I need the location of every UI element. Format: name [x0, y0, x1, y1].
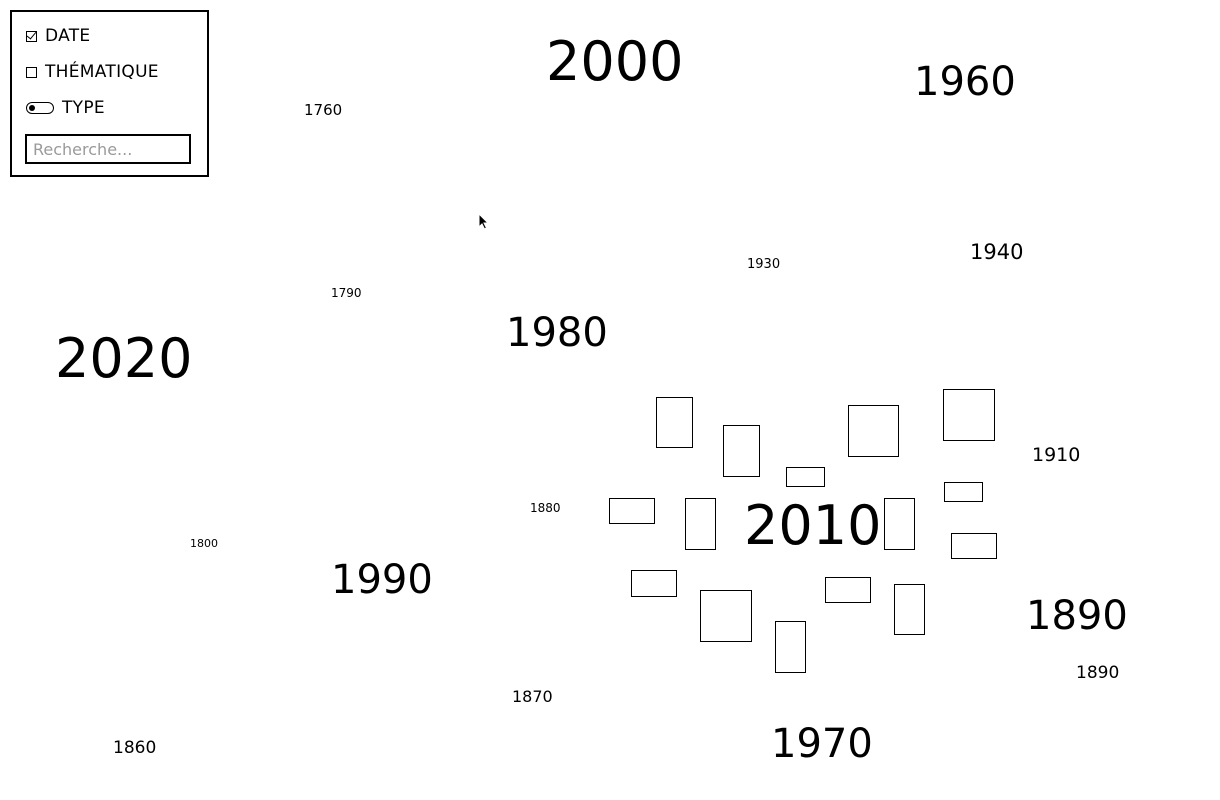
- filter-type[interactable]: TYPE: [26, 98, 105, 118]
- year-label[interactable]: 1790: [331, 286, 362, 300]
- year-label[interactable]: 1980: [506, 310, 608, 356]
- year-label[interactable]: 1970: [771, 721, 873, 767]
- item-thumbnail[interactable]: [944, 482, 983, 502]
- year-label[interactable]: 1940: [970, 240, 1024, 264]
- item-thumbnail[interactable]: [951, 533, 997, 559]
- year-label[interactable]: 1870: [512, 687, 553, 706]
- filter-type-label: TYPE: [62, 98, 105, 118]
- year-label[interactable]: 1930: [747, 257, 781, 272]
- year-label[interactable]: 1890: [1026, 593, 1128, 639]
- filter-date[interactable]: DATE: [26, 26, 90, 46]
- item-thumbnail[interactable]: [723, 425, 760, 477]
- item-thumbnail[interactable]: [631, 570, 677, 597]
- filter-thematique-label: THÉMATIQUE: [45, 62, 159, 82]
- year-label[interactable]: 2000: [546, 30, 684, 93]
- year-label[interactable]: 1960: [914, 59, 1016, 105]
- filter-panel: DATE THÉMATIQUE TYPE: [10, 10, 209, 177]
- toggle-icon[interactable]: [26, 102, 54, 114]
- item-thumbnail[interactable]: [848, 405, 899, 457]
- item-thumbnail[interactable]: [884, 498, 915, 550]
- item-thumbnail[interactable]: [700, 590, 752, 642]
- item-thumbnail[interactable]: [609, 498, 655, 524]
- filter-thematique[interactable]: THÉMATIQUE: [26, 62, 159, 82]
- year-label[interactable]: 1880: [530, 501, 561, 515]
- year-label[interactable]: 1800: [190, 537, 218, 550]
- mouse-pointer-icon: [478, 213, 490, 230]
- year-label[interactable]: 1990: [331, 557, 433, 603]
- search-input[interactable]: [25, 134, 191, 164]
- item-thumbnail[interactable]: [775, 621, 806, 673]
- checkbox-unchecked-icon[interactable]: [26, 66, 37, 78]
- year-label[interactable]: 1860: [113, 738, 157, 758]
- item-thumbnail[interactable]: [685, 498, 716, 550]
- year-label[interactable]: 2020: [55, 327, 193, 390]
- item-thumbnail[interactable]: [786, 467, 825, 487]
- checkbox-checked-icon[interactable]: [26, 30, 37, 42]
- year-label[interactable]: 2010: [744, 494, 882, 557]
- item-thumbnail[interactable]: [825, 577, 871, 603]
- year-label[interactable]: 1910: [1032, 444, 1081, 466]
- item-thumbnail[interactable]: [894, 584, 925, 635]
- year-label[interactable]: 1760: [304, 101, 343, 119]
- year-label[interactable]: 1890: [1076, 663, 1120, 683]
- item-thumbnail[interactable]: [656, 397, 693, 448]
- item-thumbnail[interactable]: [943, 389, 995, 441]
- filter-date-label: DATE: [45, 26, 91, 46]
